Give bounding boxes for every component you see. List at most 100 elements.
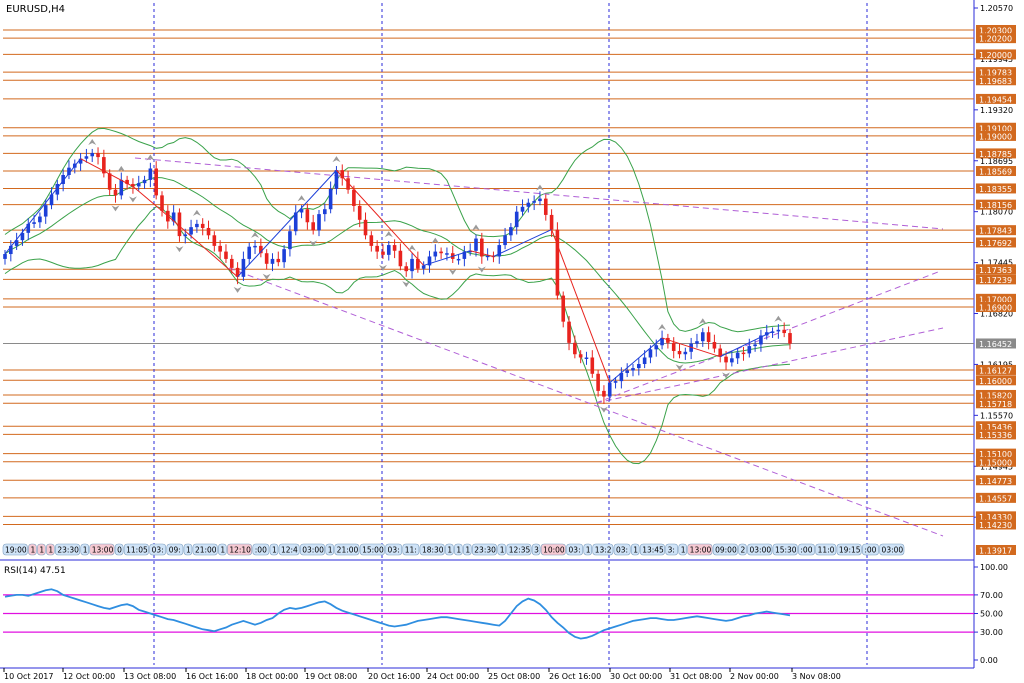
candle[interactable] [392,239,397,259]
candle[interactable] [264,249,269,270]
candle[interactable] [741,346,746,361]
candle[interactable] [352,185,356,212]
candle[interactable] [584,351,589,365]
candle[interactable] [590,350,595,378]
candle[interactable] [241,251,246,281]
candle[interactable] [43,199,48,224]
candles[interactable] [3,147,792,404]
candle[interactable] [317,210,321,237]
candle[interactable] [700,328,705,347]
candle[interactable] [416,251,420,273]
candle[interactable] [305,203,310,230]
candle[interactable] [759,329,763,352]
candle[interactable] [171,205,176,226]
candle[interactable] [462,245,467,267]
candle[interactable] [735,348,740,365]
candle[interactable] [718,344,723,363]
candle[interactable] [328,181,333,214]
candle[interactable] [195,219,199,233]
candle[interactable] [660,330,664,350]
candle[interactable] [549,209,554,237]
candle[interactable] [619,367,624,389]
candle[interactable] [677,343,682,359]
candle[interactable] [695,333,699,348]
candle[interactable] [160,191,164,217]
candle[interactable] [555,222,560,300]
trend-line[interactable] [228,267,944,537]
candle[interactable] [776,324,781,339]
candle[interactable] [229,254,234,274]
candle[interactable] [253,240,257,255]
candle[interactable] [38,212,42,228]
candle[interactable] [90,148,95,162]
candle[interactable] [788,328,792,350]
candle[interactable] [119,172,124,200]
candle[interactable] [212,231,217,252]
candle[interactable] [136,175,141,191]
candle[interactable] [439,247,443,259]
candle[interactable] [189,219,193,239]
candle[interactable] [381,244,385,259]
candle[interactable] [113,183,118,203]
candle[interactable] [206,220,211,240]
candle[interactable] [84,148,89,163]
candle[interactable] [288,225,292,257]
candle[interactable] [375,240,379,259]
candle[interactable] [276,251,281,267]
candle[interactable] [770,327,775,338]
candle[interactable] [538,191,542,206]
candle[interactable] [747,338,752,358]
candle[interactable] [49,187,54,210]
candle[interactable] [404,262,409,277]
candle[interactable] [218,240,222,259]
candle[interactable] [607,375,612,401]
candle[interactable] [683,347,688,360]
candle[interactable] [9,240,13,262]
candle[interactable] [666,333,670,349]
candle[interactable] [247,242,252,265]
candle[interactable] [55,179,60,201]
candle[interactable] [497,239,502,264]
candle[interactable] [386,240,391,261]
candle[interactable] [485,248,490,261]
candle[interactable] [613,377,618,389]
candle[interactable] [567,315,571,351]
candle[interactable] [235,262,240,285]
candle[interactable] [177,208,182,242]
candle[interactable] [148,162,153,188]
candle[interactable] [503,227,507,250]
candle[interactable] [596,369,600,397]
candle[interactable] [730,350,734,367]
candle[interactable] [200,218,205,236]
candle[interactable] [421,261,426,275]
candle[interactable] [468,243,472,256]
candle[interactable] [357,200,362,228]
candle[interactable] [631,364,635,377]
candle[interactable] [578,350,583,364]
candle[interactable] [96,147,100,165]
candle[interactable] [259,238,263,258]
candle[interactable] [637,358,641,376]
candle[interactable] [398,243,403,271]
candle[interactable] [543,194,548,221]
candle[interactable] [712,334,717,353]
trend-line[interactable] [134,157,944,230]
candle[interactable] [224,244,228,263]
candle[interactable] [14,232,19,250]
candle[interactable] [340,164,345,186]
candle[interactable] [671,337,676,359]
candle[interactable] [573,335,577,359]
candle[interactable] [480,232,484,264]
candle[interactable] [474,234,478,257]
candle[interactable] [561,291,566,328]
candle[interactable] [125,175,129,190]
candle[interactable] [3,249,7,265]
candle[interactable] [509,223,513,241]
candle[interactable] [526,198,531,213]
candle[interactable] [706,326,711,350]
candle[interactable] [67,160,71,180]
candle[interactable] [293,205,298,236]
candle[interactable] [456,254,461,265]
